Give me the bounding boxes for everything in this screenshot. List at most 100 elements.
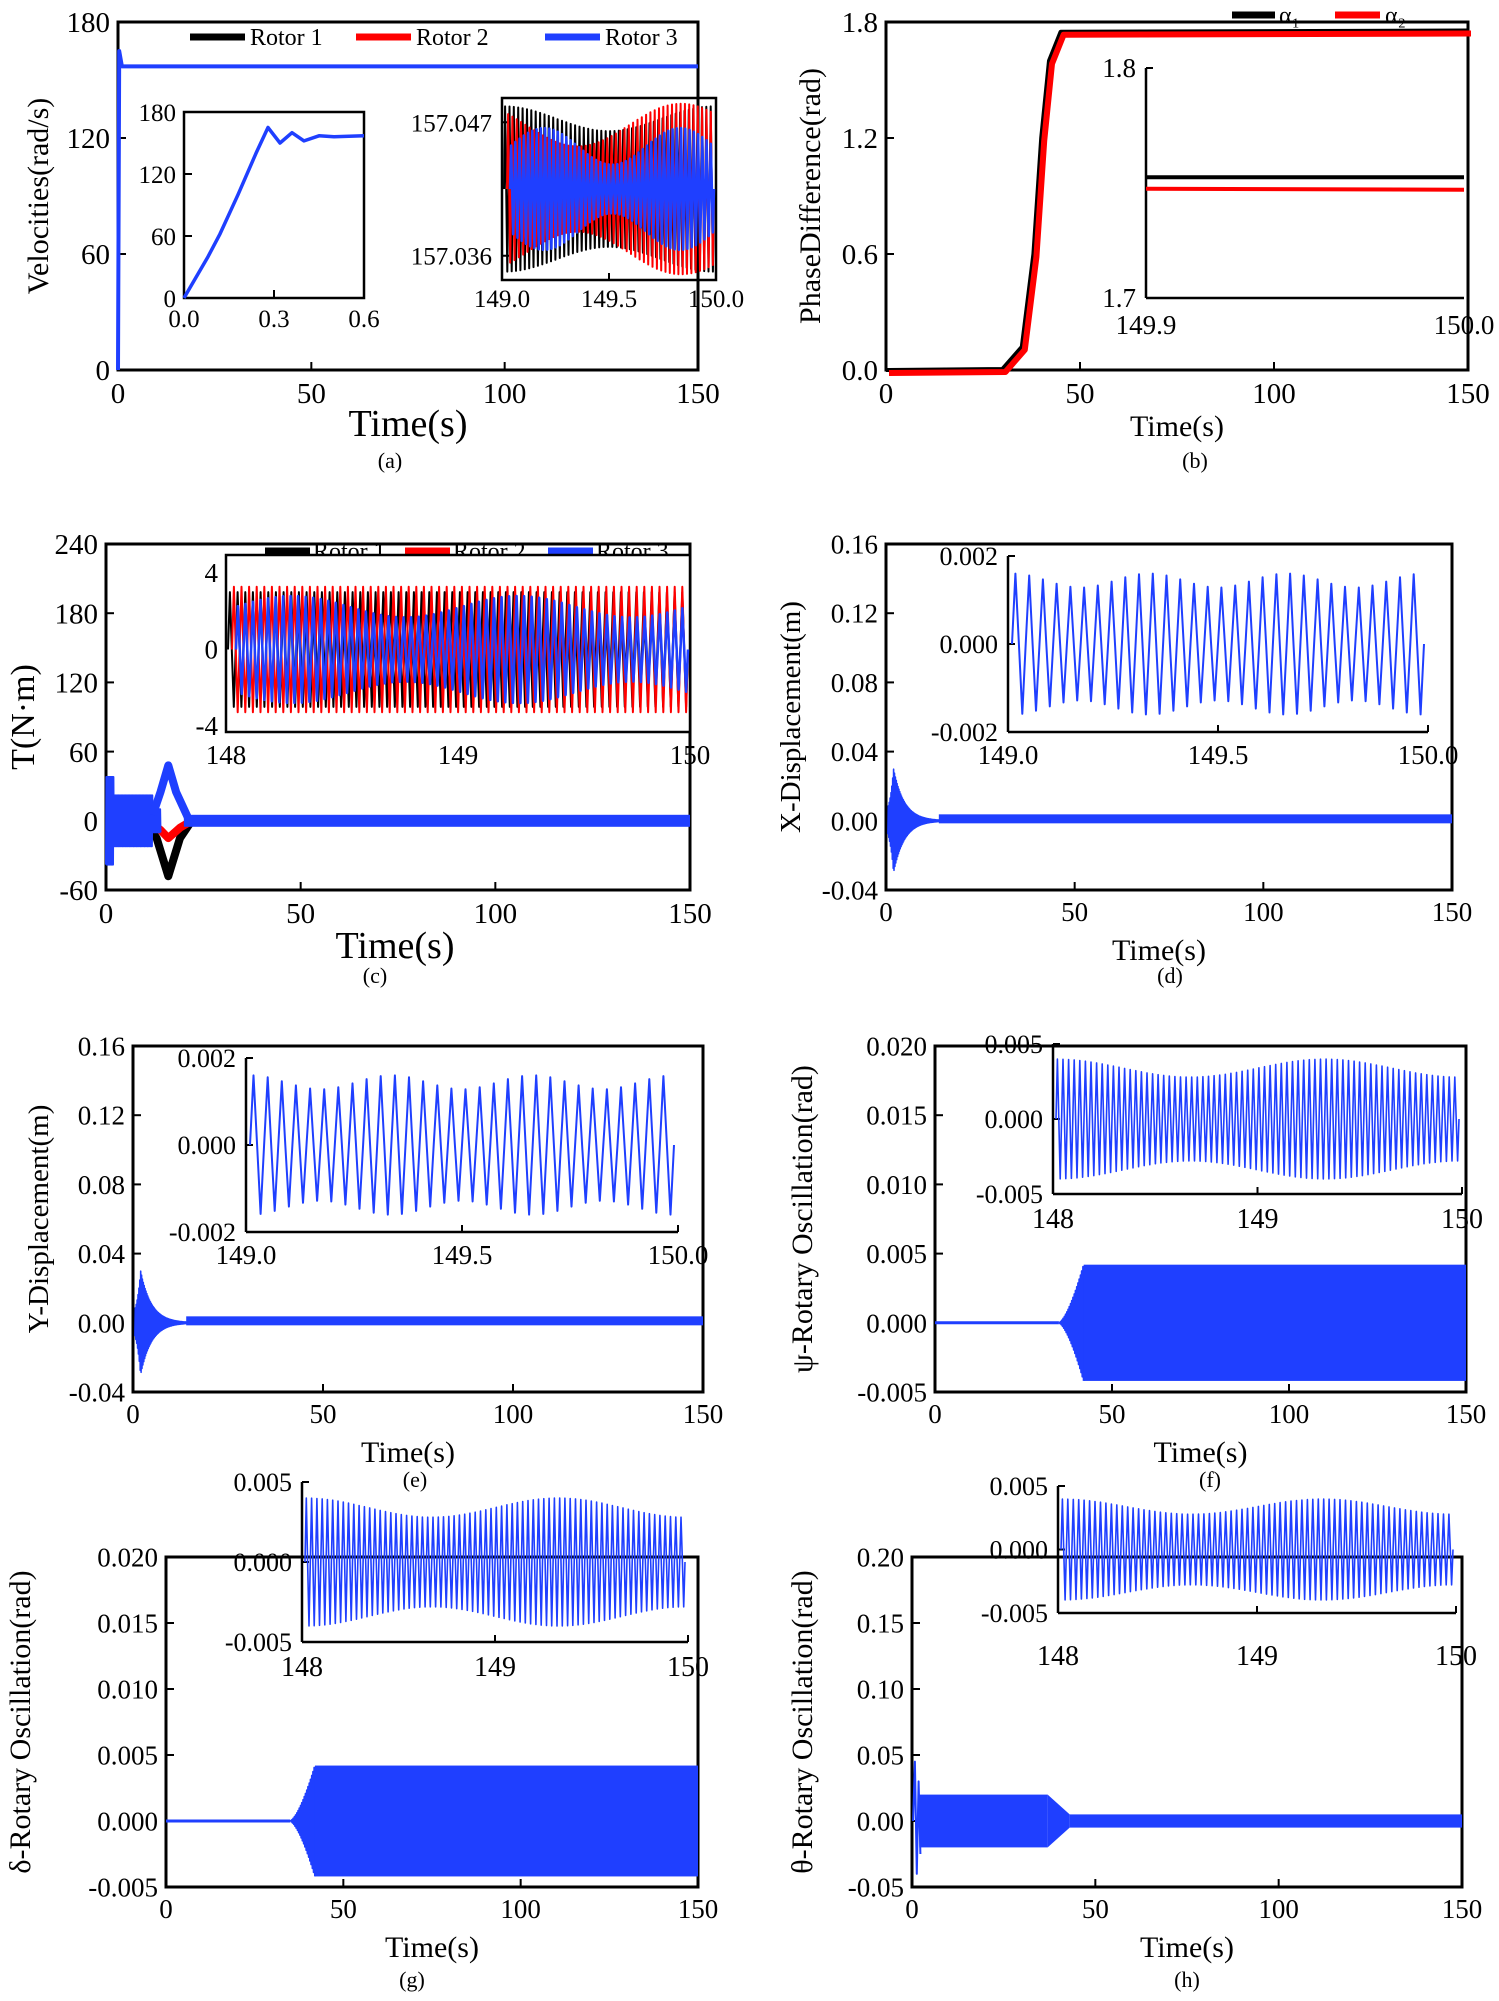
d-inset1-ytick-label: -0.002 [931, 718, 998, 747]
g-inset1-ytick-label: 0.000 [234, 1548, 293, 1577]
a-ylabel: Velocities(rad/s) [22, 98, 55, 295]
panel-a: 0 50 100 150 0 60 120 180 Rotor 1 Rotor 2 Rotor 3 0… [22, 7, 744, 473]
a-inset1-ytick-label: 0 [164, 286, 177, 313]
d-main-ytick-label: -0.04 [822, 875, 879, 905]
e-inset1-ytick-label: 0.000 [178, 1131, 237, 1160]
d-caption: (d) [1157, 963, 1183, 988]
e-main-ytick-label: 0.12 [78, 1101, 125, 1131]
a-inset1-xtick-label: 0.6 [348, 306, 379, 333]
c-main-ytick-label: 120 [55, 668, 99, 700]
h-band-initial [919, 1794, 1048, 1848]
f-main-ytick-label: -0.005 [857, 1377, 927, 1407]
d-ylabel: X-Displacement(m) [775, 601, 807, 833]
a-legend-label: Rotor 3 [605, 25, 678, 51]
b-legend-label: α₁ [1279, 3, 1300, 29]
b-inset1-ytick-label: 1.8 [1102, 53, 1136, 83]
h-inset1-series [1060, 1498, 1454, 1601]
e-caption: (e) [403, 1467, 427, 1492]
panel-b: 0 50 100 150 0.0 0.6 1.2 1.8 α₁ α₂ 149.9 150.0 1.7 1.… [794, 3, 1494, 473]
c-inset1-xtick-label: 149 [438, 740, 479, 770]
b-main-frame [884, 20, 1470, 372]
h-band-final [1069, 1814, 1462, 1828]
c-xlabel: Time(s) [336, 925, 455, 967]
c-main-xtick-label: 50 [286, 898, 315, 930]
e-steady-band [186, 1316, 703, 1326]
h-main-ytick-label: 0.20 [857, 1542, 904, 1572]
g-xlabel: Time(s) [385, 1931, 479, 1964]
b-inset1-series-alpha2 [1145, 186, 1465, 192]
g-main-ytick-label: -0.005 [88, 1872, 158, 1902]
d-main-ytick-label: 0.16 [831, 529, 878, 559]
a-inset2-rotor3 [508, 126, 716, 252]
f-growth [1058, 1265, 1085, 1381]
a-inset2-xtick-label: 150.0 [688, 286, 744, 313]
c-main-ytick-label: 180 [55, 598, 99, 630]
h-main-xtick-label: 50 [1082, 1894, 1109, 1924]
b-main-ytick-label: 1.2 [842, 123, 878, 155]
f-inset1-xtick-label: 149 [1237, 1204, 1279, 1235]
e-ylabel: Y-Displacement(m) [23, 1105, 55, 1334]
d-inset1-series [1011, 572, 1425, 716]
b-main-ytick-label: 0.6 [842, 239, 878, 271]
a-inset1-xtick-label: 0.0 [168, 306, 199, 333]
f-inset1-series [1055, 1058, 1460, 1180]
b-xlabel: Time(s) [1130, 410, 1224, 443]
h-main-xtick-label: 0 [905, 1894, 919, 1924]
f-ylabel: ψ-Rotary Oscillation(rad) [786, 1065, 819, 1373]
panel-f: 0 50 100 150 -0.005 0.000 0.005 0.010 0.015 0.020… [786, 1030, 1486, 1492]
d-inset1-ytick-label: 0.000 [940, 630, 999, 659]
a-inset2-xtick-label: 149.0 [474, 286, 530, 313]
g-inset1-xtick-label: 150 [667, 1652, 709, 1683]
e-inset1-series [249, 1074, 675, 1216]
b-main-xtick-label: 100 [1252, 378, 1296, 410]
b-inset1-bg [1146, 68, 1464, 298]
f-inset1-ytick-label: 0.000 [985, 1105, 1044, 1134]
c-series-rotor3-steady [183, 814, 690, 827]
e-main-ytick-label: 0.16 [78, 1031, 125, 1061]
g-main-ytick-label: 0.020 [97, 1542, 158, 1572]
g-main-xtick-label: 150 [678, 1894, 719, 1924]
panel-h: 0 50 100 150 -0.05 0.00 0.05 0.10 0.15 0.20 148 149… [786, 1472, 1482, 1992]
e-main-ytick-label: -0.04 [69, 1377, 126, 1407]
b-inset1-xtick-label: 149.9 [1116, 310, 1177, 340]
a-inset1-ytick-label: 120 [139, 162, 177, 189]
h-main-ytick-label: 0.05 [857, 1740, 904, 1770]
g-steady-band [314, 1765, 698, 1877]
h-main-ytick-label: 0.00 [857, 1806, 904, 1836]
b-main-ytick-label: 0.0 [842, 355, 878, 387]
c-main-ytick-label: 240 [55, 529, 99, 561]
g-growth [289, 1766, 316, 1877]
c-inset1-rotor3 [234, 594, 690, 705]
e-main-xtick-label: 100 [493, 1399, 534, 1429]
h-inset1-ytick-label: -0.005 [981, 1599, 1048, 1628]
c-inset1-ytick-label: -4 [196, 711, 219, 741]
h-band-drop [1047, 1794, 1070, 1848]
e-inset1-ytick-label: 0.002 [178, 1044, 237, 1073]
a-inset2-ytick-label: 157.036 [411, 244, 492, 271]
g-inset1-series [304, 1497, 686, 1627]
g-main-xtick-label: 100 [500, 1894, 541, 1924]
g-inset1-ytick-label: -0.005 [225, 1628, 292, 1657]
c-main-ytick-label: -60 [59, 875, 98, 907]
h-main-frame [910, 1555, 1464, 1889]
c-series-rotor3-band [105, 776, 162, 866]
f-xlabel: Time(s) [1154, 1436, 1248, 1469]
a-inset1-ytick-label: 180 [139, 100, 177, 127]
a-inset1-ytick-label: 60 [151, 224, 176, 251]
h-inset1-xtick-label: 150 [1435, 1641, 1477, 1672]
b-inset1-xtick-label: 150.0 [1434, 310, 1495, 340]
f-main-xtick-label: 100 [1269, 1399, 1310, 1429]
e-main-xtick-label: 150 [683, 1399, 724, 1429]
a-inset1-series [182, 125, 365, 299]
d-inset1-xtick-label: 149.0 [978, 740, 1039, 770]
e-xlabel: Time(s) [361, 1436, 455, 1469]
b-series-alpha2 [888, 30, 1472, 376]
g-inset1-xtick-label: 148 [281, 1652, 323, 1683]
d-main-ytick-label: 0.12 [831, 599, 878, 629]
d-main-xtick-label: 50 [1061, 897, 1088, 927]
e-inset1-xtick-label: 149.0 [216, 1240, 277, 1270]
g-inset1-xtick-label: 149 [474, 1652, 516, 1683]
c-ylabel: T(N·m) [5, 664, 42, 770]
e-inset1-ytick-label: -0.002 [169, 1218, 236, 1247]
